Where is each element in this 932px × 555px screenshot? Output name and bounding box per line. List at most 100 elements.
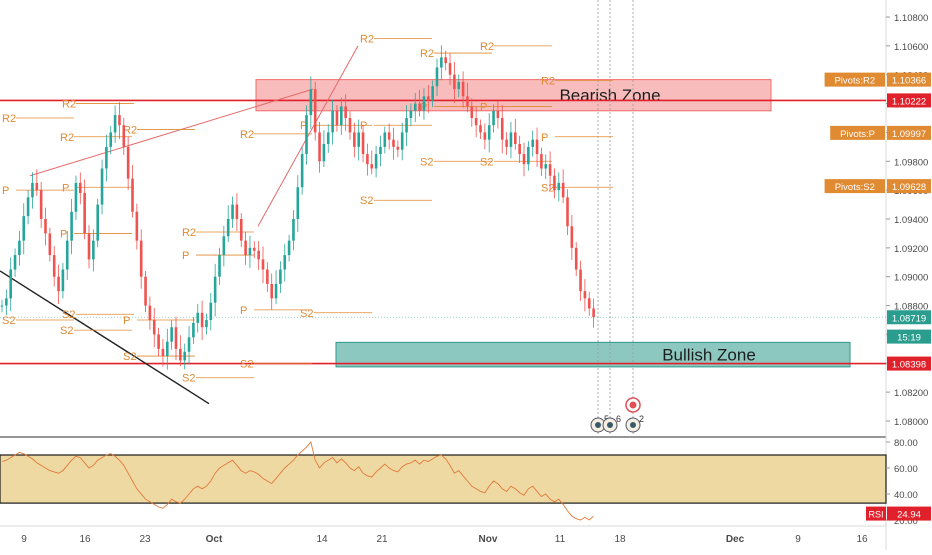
candle[interactable] (305, 105, 308, 165)
candle[interactable] (592, 298, 595, 328)
candle[interactable] (166, 328, 169, 370)
candle[interactable] (31, 172, 34, 209)
candle[interactable] (335, 105, 339, 132)
candle[interactable] (479, 119, 482, 139)
candle[interactable] (70, 198, 73, 255)
price-tag[interactable]: 1.08719 (887, 310, 931, 325)
event-marker-3[interactable]: 2 (625, 414, 644, 433)
candle[interactable] (357, 119, 360, 161)
candle[interactable] (248, 235, 252, 268)
candle[interactable] (453, 61, 456, 103)
candle[interactable] (222, 225, 226, 267)
candle[interactable] (61, 262, 65, 299)
candle[interactable] (457, 74, 461, 98)
candle[interactable] (231, 196, 234, 228)
candle[interactable] (405, 105, 408, 147)
candle[interactable] (448, 53, 452, 86)
candle[interactable] (418, 89, 421, 117)
candle[interactable] (587, 291, 591, 316)
candle[interactable] (113, 105, 117, 143)
candle[interactable] (239, 213, 243, 248)
candle[interactable] (505, 132, 508, 155)
candle[interactable] (427, 85, 430, 113)
candle[interactable] (283, 243, 287, 282)
candle[interactable] (48, 227, 52, 262)
candle[interactable] (527, 141, 530, 171)
price-tag[interactable]: 1.10222 (887, 93, 931, 108)
candle[interactable] (179, 335, 182, 367)
candle[interactable] (531, 130, 534, 157)
candle[interactable] (300, 147, 304, 195)
candle[interactable] (383, 126, 387, 154)
candle[interactable] (400, 122, 404, 161)
upper-trendline[interactable] (29, 88, 314, 177)
candle[interactable] (218, 247, 221, 285)
candle[interactable] (65, 230, 69, 280)
candle[interactable] (5, 289, 8, 316)
candle[interactable] (135, 203, 139, 250)
price-tag[interactable]: 15:19 (887, 329, 931, 344)
candle[interactable] (266, 262, 269, 293)
candle[interactable] (257, 241, 260, 270)
candle[interactable] (83, 179, 86, 240)
candle[interactable] (244, 231, 247, 265)
candle[interactable] (44, 207, 47, 246)
candle[interactable] (226, 205, 230, 243)
candle[interactable] (326, 124, 330, 153)
candle[interactable] (18, 230, 21, 266)
candle[interactable] (374, 145, 378, 178)
candle[interactable] (470, 98, 474, 127)
candle[interactable] (270, 273, 273, 310)
candle[interactable] (409, 103, 413, 127)
candle[interactable] (109, 125, 113, 155)
candle[interactable] (570, 214, 574, 260)
candle[interactable] (261, 246, 265, 284)
candle[interactable] (205, 313, 208, 335)
candle[interactable] (500, 105, 504, 154)
descending-trendline[interactable] (0, 270, 210, 405)
pivot-price-tag[interactable]: 1.10366 Pivots:R2 (824, 72, 931, 87)
candle[interactable] (22, 203, 26, 255)
candle[interactable] (292, 210, 295, 251)
candle[interactable] (274, 270, 278, 305)
candle[interactable] (318, 121, 321, 173)
candle[interactable] (579, 260, 582, 301)
candle[interactable] (52, 246, 56, 287)
rsi-line[interactable] (1, 441, 594, 521)
candle[interactable] (213, 263, 217, 317)
candle[interactable] (105, 134, 108, 182)
candle[interactable] (39, 182, 43, 228)
candlestick-series[interactable] (0, 45, 595, 370)
candle[interactable] (322, 130, 326, 168)
candle[interactable] (518, 135, 521, 163)
candle[interactable] (370, 150, 374, 175)
candle[interactable] (574, 242, 578, 277)
candle[interactable] (235, 193, 239, 232)
candle[interactable] (413, 93, 417, 123)
candle[interactable] (313, 81, 317, 141)
candle[interactable] (444, 50, 447, 71)
candle[interactable] (561, 169, 565, 204)
candle[interactable] (253, 241, 256, 259)
candle[interactable] (566, 189, 569, 236)
candle[interactable] (496, 101, 500, 129)
candle[interactable] (0, 299, 4, 313)
candle[interactable] (483, 123, 487, 150)
candle[interactable] (514, 118, 517, 150)
candle[interactable] (348, 111, 352, 140)
candle[interactable] (296, 175, 300, 232)
candle[interactable] (557, 172, 561, 202)
candle[interactable] (492, 104, 495, 133)
candle[interactable] (544, 154, 548, 179)
candle[interactable] (522, 142, 526, 177)
candle[interactable] (187, 326, 191, 364)
candle[interactable] (422, 88, 426, 120)
candle[interactable] (309, 76, 313, 129)
candle[interactable] (392, 127, 395, 160)
candle[interactable] (148, 296, 152, 330)
candle[interactable] (540, 147, 543, 176)
candle[interactable] (96, 198, 99, 248)
candle[interactable] (331, 99, 334, 145)
candle[interactable] (26, 190, 30, 225)
